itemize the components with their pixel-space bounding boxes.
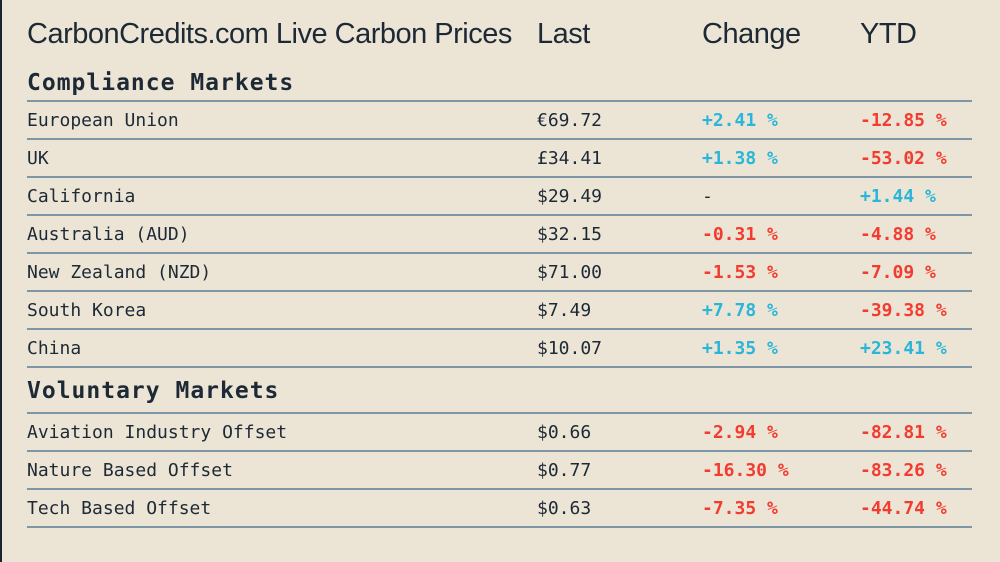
table-row: South Korea $7.49 +7.78 % -39.38 %: [27, 292, 972, 330]
last-price: $71.00: [537, 261, 603, 283]
change-value: -0.31 %: [702, 223, 778, 245]
market-name: Tech Based Offset: [27, 497, 212, 519]
last-price: $0.63: [537, 497, 592, 519]
change-value: +1.38 %: [702, 147, 778, 169]
market-section: Compliance Markets European Union €69.72…: [27, 68, 972, 368]
ytd-value: -4.88 %: [860, 223, 936, 245]
change-value: +1.35 %: [702, 337, 778, 359]
table-row: China $10.07 +1.35 % +23.41 %: [27, 330, 972, 368]
last-price: $10.07: [537, 337, 603, 359]
change-value: -2.94 %: [702, 421, 778, 443]
change-value: -1.53 %: [702, 261, 778, 283]
table-row: Nature Based Offset $0.77 -16.30 % -83.2…: [27, 452, 972, 490]
last-price: $7.49: [537, 299, 592, 321]
table-row: New Zealand (NZD) $71.00 -1.53 % -7.09 %: [27, 254, 972, 292]
last-price: $32.15: [537, 223, 603, 245]
last-price: €69.72: [537, 109, 603, 131]
market-name: Aviation Industry Offset: [27, 421, 288, 443]
change-value: -16.30 %: [702, 459, 789, 481]
last-price: £34.41: [537, 147, 603, 169]
market-name: California: [27, 185, 136, 207]
section-header: Voluntary Markets: [27, 368, 972, 414]
ytd-value: -44.74 %: [860, 497, 947, 519]
market-name: China: [27, 337, 82, 359]
ytd-value: +1.44 %: [860, 185, 936, 207]
section-rows: Aviation Industry Offset $0.66 -2.94 % -…: [27, 414, 972, 528]
last-price: $0.66: [537, 421, 592, 443]
section-rows: European Union €69.72 +2.41 % -12.85 % U…: [27, 102, 972, 368]
table-row: Aviation Industry Offset $0.66 -2.94 % -…: [27, 414, 972, 452]
change-value: +2.41 %: [702, 109, 778, 131]
table-row: Tech Based Offset $0.63 -7.35 % -44.74 %: [27, 490, 972, 528]
column-header-ytd: YTD: [860, 17, 917, 50]
sections: Compliance Markets European Union €69.72…: [27, 68, 972, 528]
market-name: South Korea: [27, 299, 147, 321]
column-header-last: Last: [537, 17, 590, 50]
change-value: -: [702, 185, 713, 207]
market-section: Voluntary Markets Aviation Industry Offs…: [27, 368, 972, 528]
table-row: UK £34.41 +1.38 % -53.02 %: [27, 140, 972, 178]
market-name: New Zealand (NZD): [27, 261, 212, 283]
table-header: CarbonCredits.com Live Carbon Prices Las…: [27, 0, 972, 68]
ytd-value: -7.09 %: [860, 261, 936, 283]
section-title: Compliance Markets: [27, 70, 295, 96]
ytd-value: -39.38 %: [860, 299, 947, 321]
last-price: $29.49: [537, 185, 603, 207]
market-name: Australia (AUD): [27, 223, 190, 245]
table-row: California $29.49 - +1.44 %: [27, 178, 972, 216]
ytd-value: -83.26 %: [860, 459, 947, 481]
ytd-value: -53.02 %: [860, 147, 947, 169]
table-row: European Union €69.72 +2.41 % -12.85 %: [27, 102, 972, 140]
carbon-prices-widget: CarbonCredits.com Live Carbon Prices Las…: [2, 0, 1000, 528]
market-name: European Union: [27, 109, 179, 131]
market-name: Nature Based Offset: [27, 459, 233, 481]
change-value: +7.78 %: [702, 299, 778, 321]
section-title: Voluntary Markets: [27, 378, 280, 404]
column-header-change: Change: [702, 17, 801, 50]
change-value: -7.35 %: [702, 497, 778, 519]
table-row: Australia (AUD) $32.15 -0.31 % -4.88 %: [27, 216, 972, 254]
market-name: UK: [27, 147, 49, 169]
ytd-value: -82.81 %: [860, 421, 947, 443]
page-title: CarbonCredits.com Live Carbon Prices: [27, 17, 512, 50]
ytd-value: +23.41 %: [860, 337, 947, 359]
last-price: $0.77: [537, 459, 592, 481]
section-header: Compliance Markets: [27, 68, 972, 102]
ytd-value: -12.85 %: [860, 109, 947, 131]
